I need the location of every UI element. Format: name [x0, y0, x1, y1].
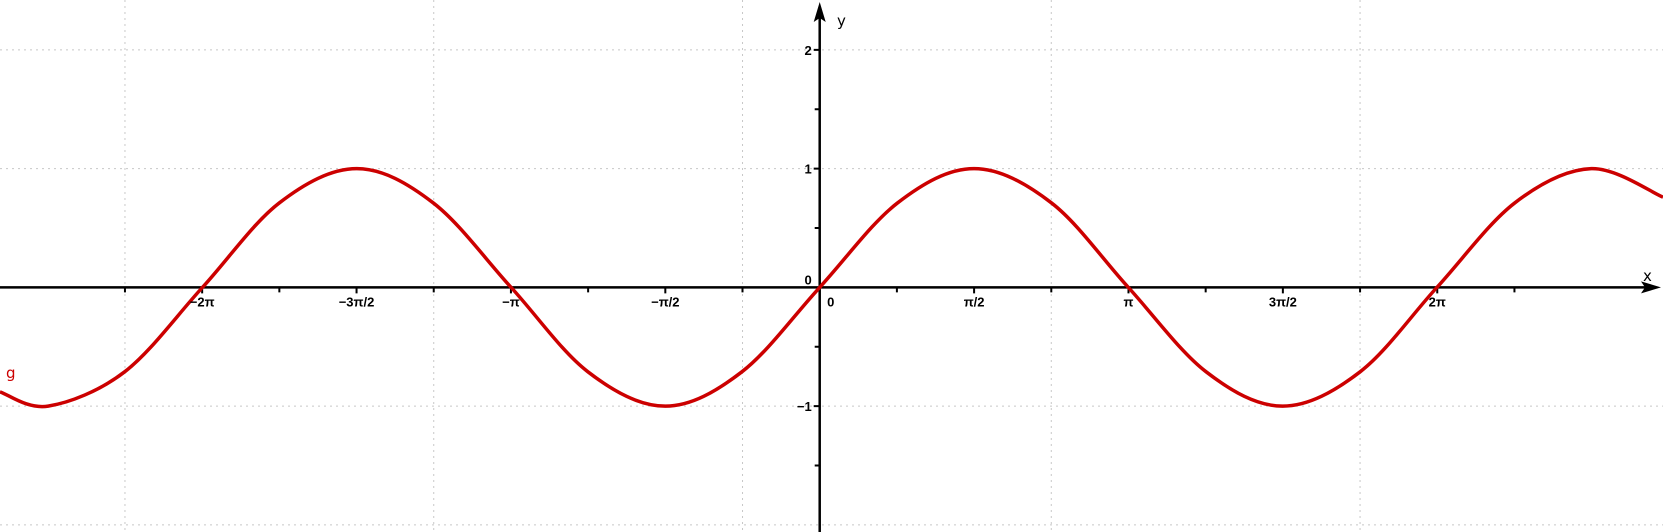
- y-tick-label: 1: [804, 162, 811, 177]
- x-tick-label: 0: [827, 294, 834, 309]
- y-tick-label: 2: [804, 43, 811, 58]
- x-tick-label: 2π: [1429, 294, 1446, 309]
- series-line-g: [0, 166, 1663, 409]
- y-tick-label: 0: [804, 272, 811, 287]
- x-tick-label: −2π: [190, 294, 215, 309]
- tick-labels: −2π −3π/2 −π −π/2 0 π/2 π 3π/2 2π 2 1 0 −1: [190, 43, 1446, 414]
- x-axis-label: x: [1643, 267, 1652, 285]
- x-tick-label: −π/2: [651, 294, 679, 309]
- x-tick-label: π/2: [964, 294, 985, 309]
- curve-layer: [0, 166, 1663, 409]
- x-axis-arrow: [1641, 281, 1661, 294]
- x-tick-label: 3π/2: [1269, 294, 1297, 309]
- x-tick-label: −3π/2: [339, 294, 375, 309]
- y-tick-label: −1: [797, 399, 812, 414]
- x-tick-label: π: [1124, 294, 1134, 309]
- y-axis-arrow: [813, 2, 826, 22]
- y-axis-label: y: [837, 12, 846, 30]
- function-label: g: [6, 364, 16, 382]
- x-tick-label: −π: [502, 294, 520, 309]
